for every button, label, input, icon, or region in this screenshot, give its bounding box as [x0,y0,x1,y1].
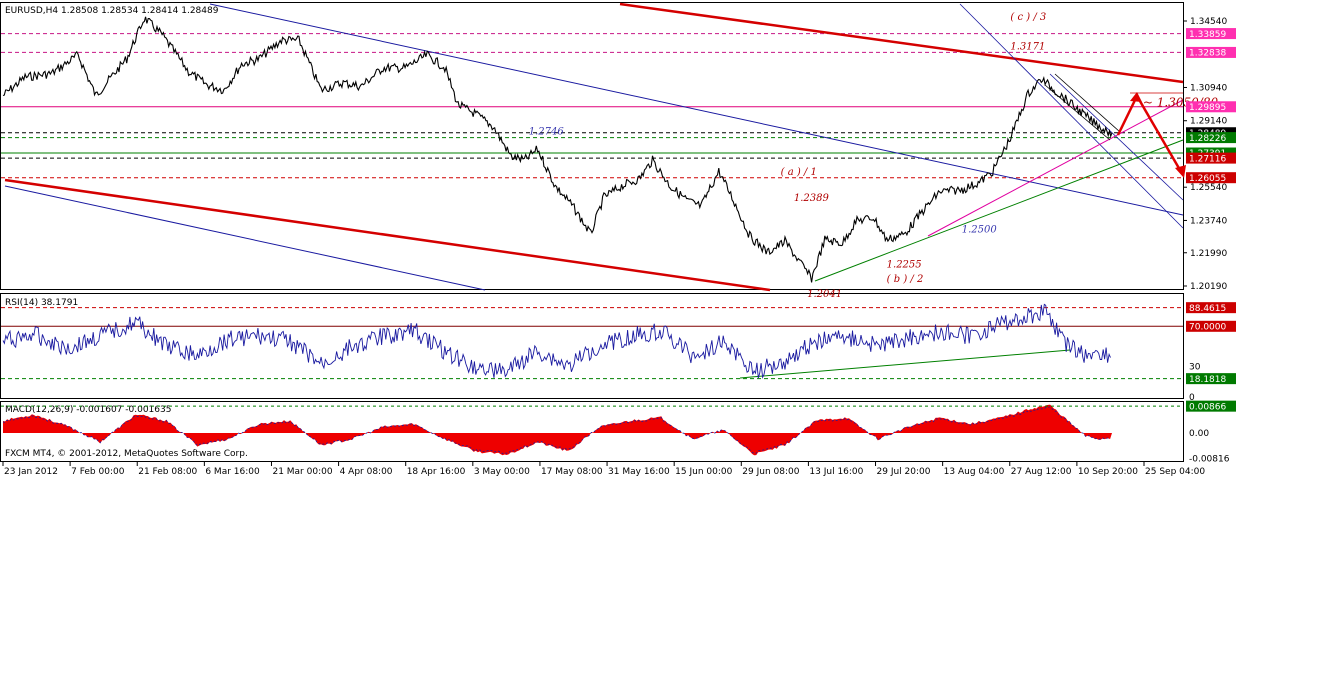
annotation-5: 1.2500 [962,224,998,235]
rsi-axis: 88.4615 70.0000 18.1818 30 0 [1186,302,1236,403]
time-tick-label-13: 29 Jul 20:00 [877,467,931,477]
rsi-level-box-2 [1186,373,1236,385]
price-level-label-1: 1.32838 [1189,49,1226,59]
price-tick-label-5: 1.21990 [1190,249,1227,259]
price-tick-label-3: 1.25540 [1190,183,1227,193]
time-tick-label-0: 23 Jan 2012 [4,467,58,477]
macd-signal-line [2,406,1111,454]
time-tick-label-5: 4 Apr 08:00 [340,467,393,477]
time-tick-label-15: 27 Aug 12:00 [1011,467,1072,477]
time-tick-label-12: 13 Jul 16:00 [809,467,863,477]
rsi-level-label-2: 18.1818 [1189,375,1226,385]
rsi-level-label-0: 88.4615 [1189,304,1226,314]
time-tick-label-9: 31 May 16:00 [608,467,670,477]
macd-bars [3,404,1112,456]
price-tick-label-2: 1.29140 [1190,117,1227,127]
time-tick-label-8: 17 May 08:00 [541,467,603,477]
price-level-box-4 [1186,132,1236,144]
price-level-box-0 [1186,28,1236,40]
blue-steep-line-1 [959,3,1184,229]
projection-arrows [1116,92,1186,178]
annotation-2: 1.2746 [529,126,565,137]
time-tick-label-2: 21 Feb 08:00 [138,467,197,477]
annotation-3: ( a ) / 1 [781,167,817,178]
time-tick-label-4: 21 Mar 00:00 [272,467,332,477]
annotation-4: 1.2389 [794,193,830,204]
time-tick-label-1: 7 Feb 00:00 [71,467,125,477]
rsi-tick-0: 30 [1189,363,1201,373]
annotations: ( c ) / 3 1.3171 1.2746 ( a ) / 1 1.2389 1.25… [529,12,1219,300]
annotation-6: 1.2255 [887,259,922,270]
annotation-7: ( b ) / 2 [887,274,924,285]
rsi-level-box-1 [1186,320,1236,332]
price-level-label-4: 1.28226 [1189,134,1226,144]
projection-up [1116,95,1139,136]
annotation-8: 1.2041 [807,289,842,300]
red-channel-bottom [4,178,771,292]
macd-tick-2: -0.00816 [1189,454,1230,464]
arrow-head-down [1175,165,1186,178]
symbol-header: EURUSD,H4 1.28508 1.28534 1.28414 1.2848… [5,6,219,16]
price-tick-label-6: 1.20190 [1190,282,1227,292]
projection-down [1135,95,1182,171]
price-level-label-7: 1.26055 [1189,174,1226,184]
time-tick-label-11: 29 Jun 08:00 [742,467,799,477]
rsi-level-box-0 [1186,302,1236,314]
macd-level-box-0 [1186,400,1236,412]
macd-label: MACD(12,26,9) -0.001607 -0.001635 [5,405,171,415]
annotation-0: ( c ) / 3 [1010,12,1046,23]
rsi-label: RSI(14) 38.1791 [5,298,78,308]
price-axis: 1.34540 1.30940 1.29140 1.25540 1.23740 1.219… [1183,17,1236,292]
time-axis: 23 Jan 2012 7 Feb 00:00 21 Feb 08:00 6 Mar … [2,462,1205,477]
price-level-box-6 [1186,152,1236,164]
rsi-panel-frame [0,293,1184,399]
macd-tick-1: 0.00 [1189,429,1209,439]
price-level-box-2 [1186,101,1236,113]
time-tick-label-14: 13 Aug 04:00 [944,467,1005,477]
price-level-box-1 [1186,46,1236,58]
red-channel-top [619,2,1184,84]
time-tick-label-17: 25 Sep 04:00 [1145,467,1205,477]
price-level-label-0: 1.33859 [1189,30,1226,40]
price-series [2,16,1113,283]
small-channel-line [1054,73,1121,133]
rsi-line [2,303,1111,379]
rsi-green-trend [739,349,1071,379]
trend-lines [4,2,1184,292]
blue-steep-line-2 [1049,73,1184,201]
magenta-trend-line [927,99,1184,237]
rsi-levels [1,307,1183,380]
rsi-series [2,303,1111,379]
blue-channel-top [209,3,1184,216]
price-tick-label-4: 1.23740 [1190,216,1227,226]
time-tick-label-7: 3 May 00:00 [474,467,530,477]
price-level-box-7 [1186,172,1236,184]
annotation-1: 1.3171 [1010,41,1045,52]
copyright: FXCM MT4, © 2001-2012, MetaQuotes Softwa… [5,449,248,459]
price-tick-label-0: 1.34540 [1190,17,1227,27]
time-tick-label-10: 15 Jun 00:00 [675,467,732,477]
price-line [2,16,1113,283]
price-panel-frame [0,2,1184,290]
green-uptrend-line [814,139,1184,282]
price-tick-label-1: 1.30940 [1190,83,1227,93]
macd-level-label-0: 0.00866 [1189,402,1226,412]
price-level-label-2: 1.29895 [1189,103,1226,113]
macd-axis: 0.00866 0.00 -0.00816 [1,400,1236,464]
time-tick-label-3: 6 Mar 16:00 [205,467,260,477]
rsi-level-label-1: 70.0000 [1189,323,1226,333]
macd-histogram [2,404,1112,456]
rsi-tick-1: 0 [1189,393,1195,403]
price-level-label-6: 1.27116 [1189,154,1226,164]
price-level-lines [1,33,1183,179]
blue-channel-bottom [4,185,486,291]
time-tick-label-16: 10 Sep 20:00 [1078,467,1138,477]
time-tick-label-6: 18 Apr 16:00 [407,467,466,477]
